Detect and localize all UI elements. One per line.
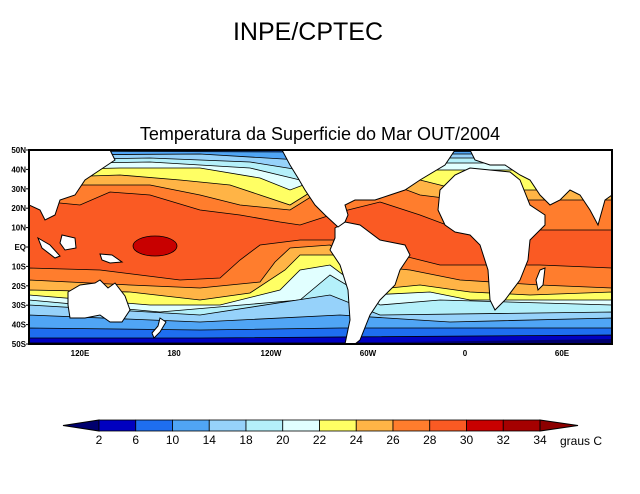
- colorbar-swatch: [172, 419, 210, 432]
- land-africa: [437, 167, 546, 311]
- colorbar-swatch: [282, 419, 320, 432]
- colorbar-label: 34: [533, 433, 547, 447]
- longitude-label: 120W: [261, 349, 282, 358]
- latitude-label: 10S: [12, 262, 27, 271]
- colorbar-label: 6: [132, 433, 139, 447]
- longitude-label: 60W: [360, 349, 377, 358]
- colorbar-legend: 2 6 10 14 18 20 22 24 26 28 30 32 34: [62, 419, 579, 447]
- colorbar-swatch: [466, 419, 504, 432]
- land-sumatra: [36, 236, 61, 259]
- latitude-label: 40N: [11, 165, 26, 174]
- land-new-zealand: [151, 317, 167, 339]
- warm-pool-region: [132, 235, 178, 257]
- land-new-guinea: [99, 253, 124, 264]
- land-eurasia-east: [469, 150, 612, 227]
- land-masses: [29, 150, 612, 344]
- map-title: Temperatura da Superficie do Mar OUT/200…: [140, 124, 500, 144]
- colorbar-label: 14: [203, 433, 217, 447]
- colorbar-label: 24: [350, 433, 364, 447]
- colorbar-swatch: [319, 419, 357, 432]
- longitude-label: 180: [167, 349, 181, 358]
- colorbar-swatch: [429, 419, 467, 432]
- colorbar-swatch: [502, 419, 541, 432]
- colorbar-swatch: [355, 419, 394, 432]
- colorbar-swatch: [135, 419, 173, 432]
- land-asia-west: [29, 150, 116, 221]
- latitude-label: 50N: [11, 146, 26, 155]
- colorbar-label: 10: [166, 433, 180, 447]
- colorbar-label: 26: [386, 433, 400, 447]
- colorbar-below-arrow: [62, 419, 100, 432]
- colorbar-above-arrow: [539, 419, 579, 432]
- colorbar-swatch: [245, 419, 284, 432]
- latitude-label: 30S: [12, 301, 27, 310]
- longitude-label: 0: [463, 349, 468, 358]
- colorbar-unit: graus C: [560, 434, 602, 448]
- colorbar-label: 2: [96, 433, 103, 447]
- colorbar-label: 28: [423, 433, 437, 447]
- colorbar-label: 22: [313, 433, 327, 447]
- land-south-america: [329, 221, 411, 344]
- colorbar-label: 20: [276, 433, 290, 447]
- latitude-label: 50S: [12, 340, 27, 349]
- land-madagascar: [535, 267, 546, 292]
- latitude-label: EQ: [14, 243, 26, 252]
- latitude-label: 10N: [11, 224, 26, 233]
- colorbar-swatch: [98, 419, 137, 432]
- colorbar-label: 30: [460, 433, 474, 447]
- longitude-axis: 120E 180 120W 60W 0 60E: [71, 349, 570, 358]
- latitude-label: 20S: [12, 282, 27, 291]
- land-north-america: [281, 150, 456, 228]
- latitude-label: 30N: [11, 185, 26, 194]
- band-below-2: [29, 339, 612, 344]
- sst-map: [29, 150, 612, 344]
- colorbar-swatch: [392, 419, 431, 432]
- colorbar-swatch: [208, 419, 247, 432]
- latitude-label: 20N: [11, 204, 26, 213]
- longitude-label: 60E: [555, 349, 570, 358]
- land-borneo: [59, 234, 77, 251]
- latitude-label: 40S: [12, 321, 27, 330]
- colorbar-label: 18: [239, 433, 253, 447]
- longitude-label: 120E: [71, 349, 90, 358]
- land-australia: [67, 279, 131, 323]
- colorbar-label: 32: [497, 433, 511, 447]
- latitude-axis: 50N 40N 30N 20N 10N EQ 10S 20S 30S 40S 50S: [11, 146, 29, 349]
- page-title: INPE/CPTEC: [233, 18, 383, 46]
